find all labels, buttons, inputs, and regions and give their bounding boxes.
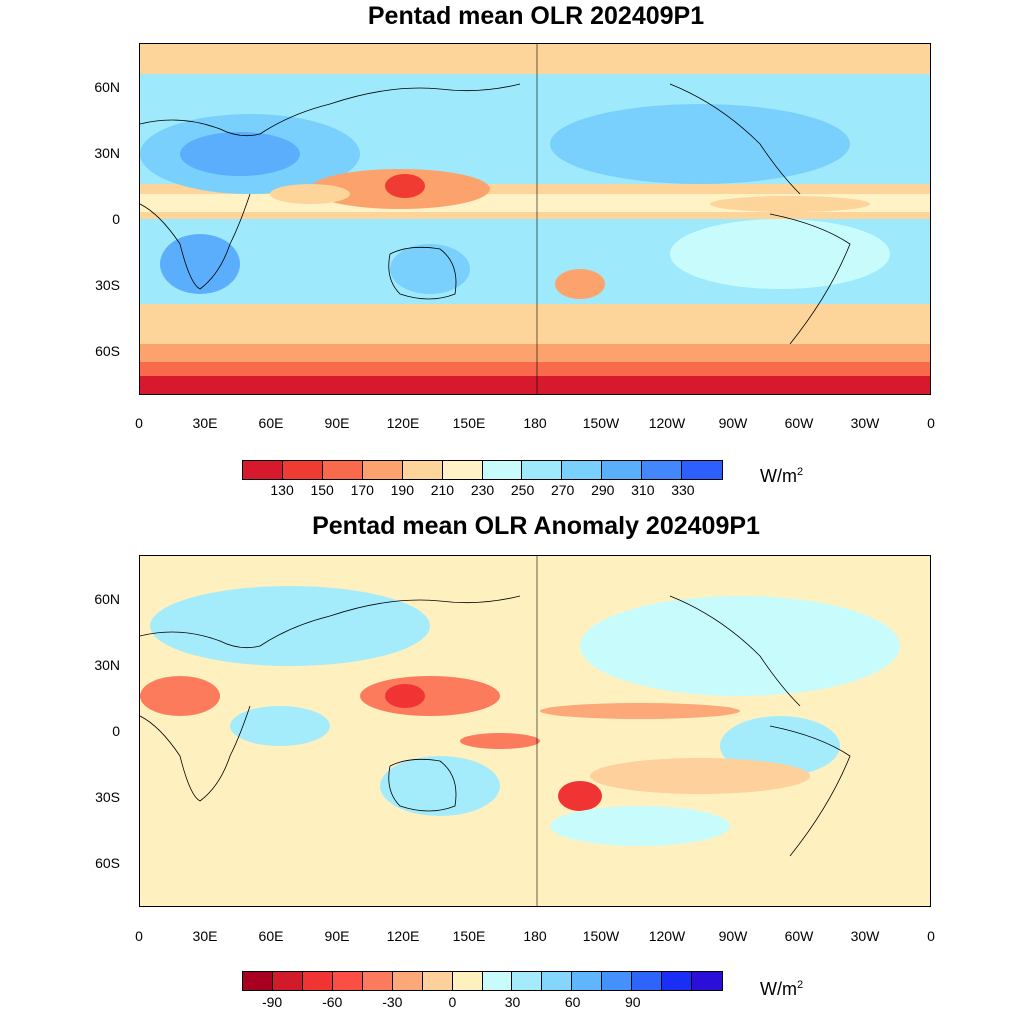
- olr-unit-exp: 2: [796, 466, 804, 478]
- colorbar-swatch: [322, 461, 363, 479]
- lon-label: 120W: [648, 928, 686, 944]
- olr-colorbar: [242, 460, 723, 480]
- olr-unit-base: W/m: [760, 466, 797, 486]
- colorbar-swatch: [392, 972, 423, 990]
- lon-label: 180: [523, 415, 547, 431]
- lon-label: 150E: [452, 928, 486, 944]
- lon-label: 60W: [784, 928, 814, 944]
- anomaly-unit-exp: 2: [796, 979, 804, 991]
- lon-label: 0: [135, 928, 143, 944]
- lon-label: 90W: [718, 415, 748, 431]
- lon-label: 0: [927, 415, 935, 431]
- colorbar-tick-label: 270: [550, 482, 575, 498]
- colorbar-tick-label: -60: [322, 994, 343, 1010]
- colorbar-tick-label: 330: [671, 482, 695, 498]
- colorbar-swatch: [522, 461, 563, 479]
- colorbar-tick-label: 210: [430, 482, 455, 498]
- olr-map: [139, 43, 931, 395]
- colorbar-tick-label: 250: [510, 482, 535, 498]
- colorbar-tick-label: 130: [270, 482, 294, 498]
- colorbar-swatch: [282, 461, 323, 479]
- colorbar-tick-label: 60: [564, 994, 581, 1010]
- lat-label: 0: [112, 211, 120, 227]
- lat-label: 60N: [94, 591, 120, 607]
- colorbar-swatch: [692, 972, 722, 990]
- lon-label: 120E: [386, 415, 420, 431]
- lat-label: 30S: [95, 789, 120, 805]
- lon-label: 60E: [258, 415, 284, 431]
- lon-label: 0: [135, 415, 143, 431]
- olr-unit: W/m2: [760, 466, 803, 487]
- colorbar-tick-label: 90: [625, 994, 641, 1010]
- lon-label: 150E: [452, 415, 486, 431]
- colorbar-tick-label: 0: [448, 994, 457, 1010]
- colorbar-swatch: [362, 972, 393, 990]
- colorbar-swatch: [402, 461, 443, 479]
- colorbar-tick-label: 230: [470, 482, 495, 498]
- colorbar-swatch: [632, 972, 663, 990]
- lon-label: 30E: [192, 928, 218, 944]
- lat-label: 30N: [94, 657, 120, 673]
- colorbar-swatch: [542, 972, 573, 990]
- anomaly-colorbar: [242, 971, 723, 991]
- lon-label: 150W: [582, 415, 620, 431]
- lat-label: 60S: [95, 855, 120, 871]
- colorbar-tick-label: 170: [350, 482, 374, 498]
- lat-label: 60S: [95, 343, 120, 359]
- lon-label: 30W: [850, 928, 880, 944]
- anomaly-unit-base: W/m: [760, 979, 797, 999]
- lon-label: 90W: [718, 928, 748, 944]
- colorbar-swatch: [642, 461, 683, 479]
- lon-label: 90E: [324, 928, 350, 944]
- colorbar-swatch: [302, 972, 333, 990]
- olr-anomaly-map-title: Pentad mean OLR Anomaly 202409P1: [312, 512, 760, 540]
- colorbar-swatch: [442, 461, 483, 479]
- colorbar-tick-label: -30: [382, 994, 403, 1010]
- olr-map-field: [140, 44, 930, 394]
- lon-label: 30E: [192, 415, 218, 431]
- colorbar-swatch: [512, 972, 543, 990]
- colorbar-tick-label: 30: [504, 994, 521, 1010]
- lon-label: 0: [927, 928, 935, 944]
- colorbar-swatch: [482, 972, 513, 990]
- colorbar-tick-label: 310: [631, 482, 655, 498]
- colorbar-swatch: [272, 972, 303, 990]
- lon-label: 120W: [648, 415, 686, 431]
- lon-label: 60W: [784, 415, 814, 431]
- lat-label: 30N: [94, 145, 120, 161]
- lon-label: 90E: [324, 415, 350, 431]
- colorbar-tick-label: -90: [261, 994, 283, 1010]
- colorbar-swatch: [243, 461, 283, 479]
- lon-label: 30W: [850, 415, 880, 431]
- colorbar-swatch: [332, 972, 363, 990]
- colorbar-swatch: [572, 972, 603, 990]
- olr-anomaly-map: [139, 555, 931, 907]
- colorbar-swatch: [422, 972, 453, 990]
- colorbar-swatch: [243, 972, 273, 990]
- lon-label: 150W: [582, 928, 620, 944]
- colorbar-swatch: [482, 461, 523, 479]
- colorbar-tick-label: 190: [390, 482, 414, 498]
- lon-label: 180: [523, 928, 547, 944]
- lat-label: 60N: [94, 79, 120, 95]
- anomaly-unit: W/m2: [760, 979, 803, 1000]
- lat-label: 30S: [95, 277, 120, 293]
- olr-anomaly-field: [140, 556, 930, 906]
- colorbar-tick-label: 150: [310, 482, 334, 498]
- colorbar-tick-label: 290: [591, 482, 615, 498]
- olr-map-title: Pentad mean OLR 202409P1: [367, 2, 705, 30]
- lat-label: 0: [112, 723, 120, 739]
- colorbar-swatch: [682, 461, 723, 479]
- lon-label: 60E: [258, 928, 284, 944]
- colorbar-swatch: [602, 972, 633, 990]
- colorbar-swatch: [562, 461, 603, 479]
- colorbar-swatch: [602, 461, 643, 479]
- lon-label: 120E: [386, 928, 420, 944]
- colorbar-swatch: [362, 461, 403, 479]
- colorbar-swatch: [662, 972, 693, 990]
- colorbar-swatch: [452, 972, 483, 990]
